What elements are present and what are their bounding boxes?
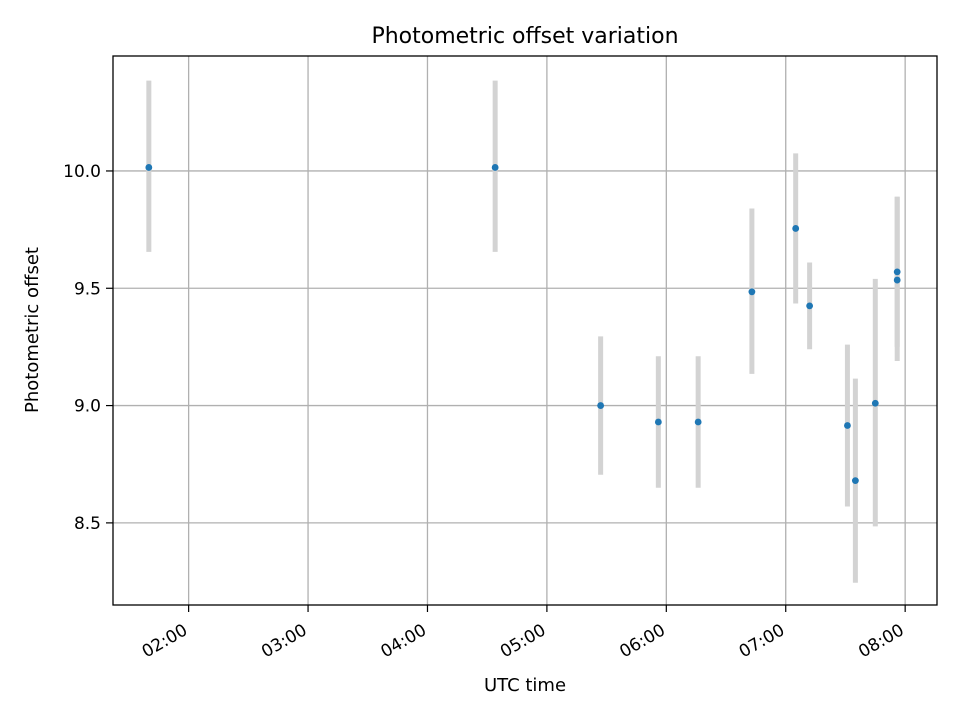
error-bars — [146, 80, 900, 583]
data-point — [748, 288, 756, 296]
data-point — [145, 164, 153, 171]
x-tick-label: 04:00 — [378, 620, 430, 662]
data-point — [491, 164, 499, 171]
data-point — [844, 422, 851, 429]
data-point — [893, 268, 901, 276]
data-point — [893, 276, 901, 284]
data-point — [654, 418, 662, 426]
data-point — [871, 399, 879, 407]
x-tick-label: 06:00 — [616, 620, 668, 662]
x-axis-ticks: 02:00 03:00 04:00 05:00 06:00 07:00 08:00 — [139, 605, 908, 662]
data-point — [694, 418, 702, 426]
y-tick-label: 8.5 — [74, 514, 101, 534]
data-point — [806, 302, 814, 310]
data-point — [851, 477, 859, 485]
y-tick-label: 9.5 — [74, 279, 101, 299]
y-tick-label: 10.0 — [63, 162, 101, 182]
grid-lines — [113, 56, 937, 605]
data-point — [792, 225, 800, 232]
data-point — [597, 402, 605, 409]
x-tick-label: 02:00 — [139, 620, 191, 662]
x-tick-label: 03:00 — [258, 620, 310, 662]
x-tick-label: 08:00 — [855, 620, 907, 662]
y-tick-label: 9.0 — [74, 397, 101, 417]
chart-title: Photometric offset variation — [371, 24, 678, 49]
x-tick-label: 05:00 — [497, 620, 549, 662]
y-axis-ticks: 8.5 9.0 9.5 10.0 — [63, 162, 113, 534]
x-axis-label: UTC time — [484, 675, 566, 696]
x-tick-label: 07:00 — [736, 620, 788, 662]
data-points — [145, 164, 901, 485]
plot-frame — [112, 55, 938, 606]
y-axis-label: Photometric offset — [22, 247, 43, 413]
